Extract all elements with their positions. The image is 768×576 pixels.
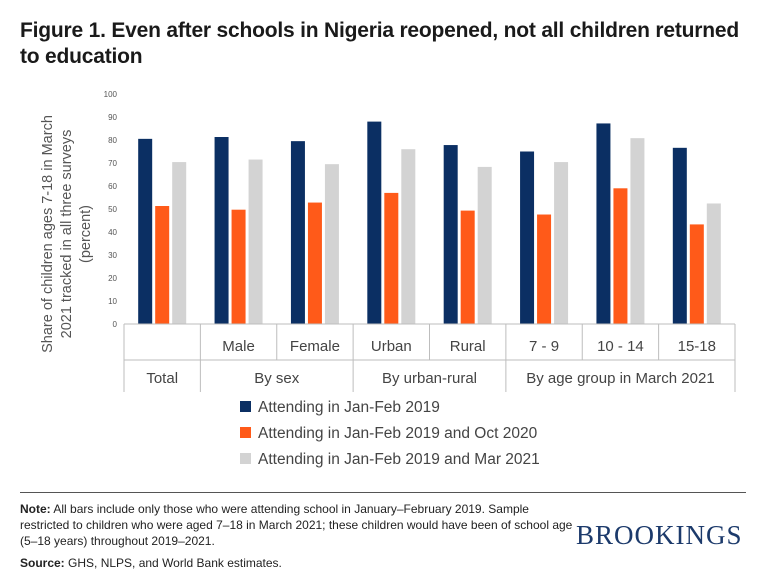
- y-tick-label: 40: [108, 228, 117, 237]
- source: Source: GHS, NLPS, and World Bank estima…: [20, 556, 282, 570]
- legend-swatch: [240, 453, 251, 464]
- y-axis-label-line: 2021 tracked in all three surveys: [59, 130, 75, 339]
- bars: [138, 121, 721, 324]
- brookings-logo: BROOKINGS: [576, 520, 743, 550]
- y-tick-label: 80: [108, 136, 117, 145]
- x-category-label: 7 - 9: [529, 338, 559, 355]
- bar: [477, 166, 492, 324]
- bar: [231, 209, 246, 324]
- y-axis-ticks: 0 10 20 30 40 50 60 70 80 90 100: [104, 90, 118, 329]
- bar: [172, 162, 187, 324]
- note-label: Note:: [20, 502, 51, 516]
- y-tick-label: 50: [108, 205, 117, 214]
- x-category-label: Urban: [371, 338, 412, 355]
- x-category-label: Female: [290, 338, 340, 355]
- x-category-label: 15-18: [678, 338, 716, 355]
- y-axis-label-line: Share of children ages 7-18 in March: [40, 115, 56, 353]
- bar: [443, 145, 458, 324]
- bar: [706, 203, 721, 324]
- y-tick-label: 10: [108, 297, 117, 306]
- bar: [367, 121, 382, 324]
- bar: [324, 164, 339, 324]
- bar: [596, 123, 611, 324]
- category-table: Male Female Urban Rural 7 - 9 10 - 14 15-18 Tot…: [123, 323, 736, 392]
- x-group-label: Total: [146, 370, 178, 387]
- x-category-label: Rural: [450, 338, 486, 355]
- chart-title: Figure 1. Even after schools in Nigeria …: [20, 19, 739, 68]
- bar: [672, 147, 687, 324]
- x-category-label: Male: [222, 338, 255, 355]
- bar: [520, 151, 535, 324]
- footer-divider: [20, 492, 746, 493]
- y-tick-label: 90: [108, 113, 117, 122]
- bar: [460, 210, 475, 324]
- note: Note: All bars include only those who we…: [20, 501, 580, 549]
- bar: [155, 206, 170, 324]
- bar: [689, 224, 704, 324]
- bar: [401, 149, 416, 324]
- legend-label: Attending in Jan-Feb 2019: [258, 399, 440, 416]
- y-tick-label: 30: [108, 251, 117, 260]
- legend-label: Attending in Jan-Feb 2019 and Oct 2020: [258, 425, 538, 442]
- source-label: Source:: [20, 556, 65, 570]
- source-text: GHS, NLPS, and World Bank estimates.: [64, 556, 282, 570]
- y-tick-label: 70: [108, 159, 117, 168]
- bar: [214, 137, 229, 324]
- legend-swatch: [240, 427, 251, 438]
- y-tick-label: 100: [104, 90, 118, 99]
- bar: [630, 138, 645, 324]
- y-axis-label-line: (percent): [78, 205, 94, 263]
- legend-swatch: [240, 401, 251, 412]
- bar: [554, 162, 569, 324]
- bar: [248, 159, 263, 324]
- bar: [307, 202, 322, 324]
- bar: [138, 138, 153, 324]
- bar: [613, 188, 628, 324]
- x-group-label: By urban-rural: [382, 370, 477, 387]
- bar: [537, 214, 552, 324]
- legend-label: Attending in Jan-Feb 2019 and Mar 2021: [258, 451, 540, 468]
- x-group-label: By age group in March 2021: [526, 370, 714, 387]
- x-group-label: By sex: [254, 370, 300, 387]
- bar: [384, 192, 399, 324]
- note-text: All bars include only those who were att…: [20, 502, 573, 548]
- y-axis-label: Share of children ages 7-18 in March 2021…: [40, 115, 94, 353]
- bar-chart: Share of children ages 7-18 in March 2021…: [40, 90, 736, 468]
- legend: Attending in Jan-Feb 2019 Attending in Ja…: [240, 399, 540, 468]
- y-tick-label: 60: [108, 182, 117, 191]
- bar: [290, 141, 305, 324]
- y-tick-label: 20: [108, 274, 117, 283]
- y-tick-label: 0: [113, 320, 118, 329]
- x-category-label: 10 - 14: [597, 338, 644, 355]
